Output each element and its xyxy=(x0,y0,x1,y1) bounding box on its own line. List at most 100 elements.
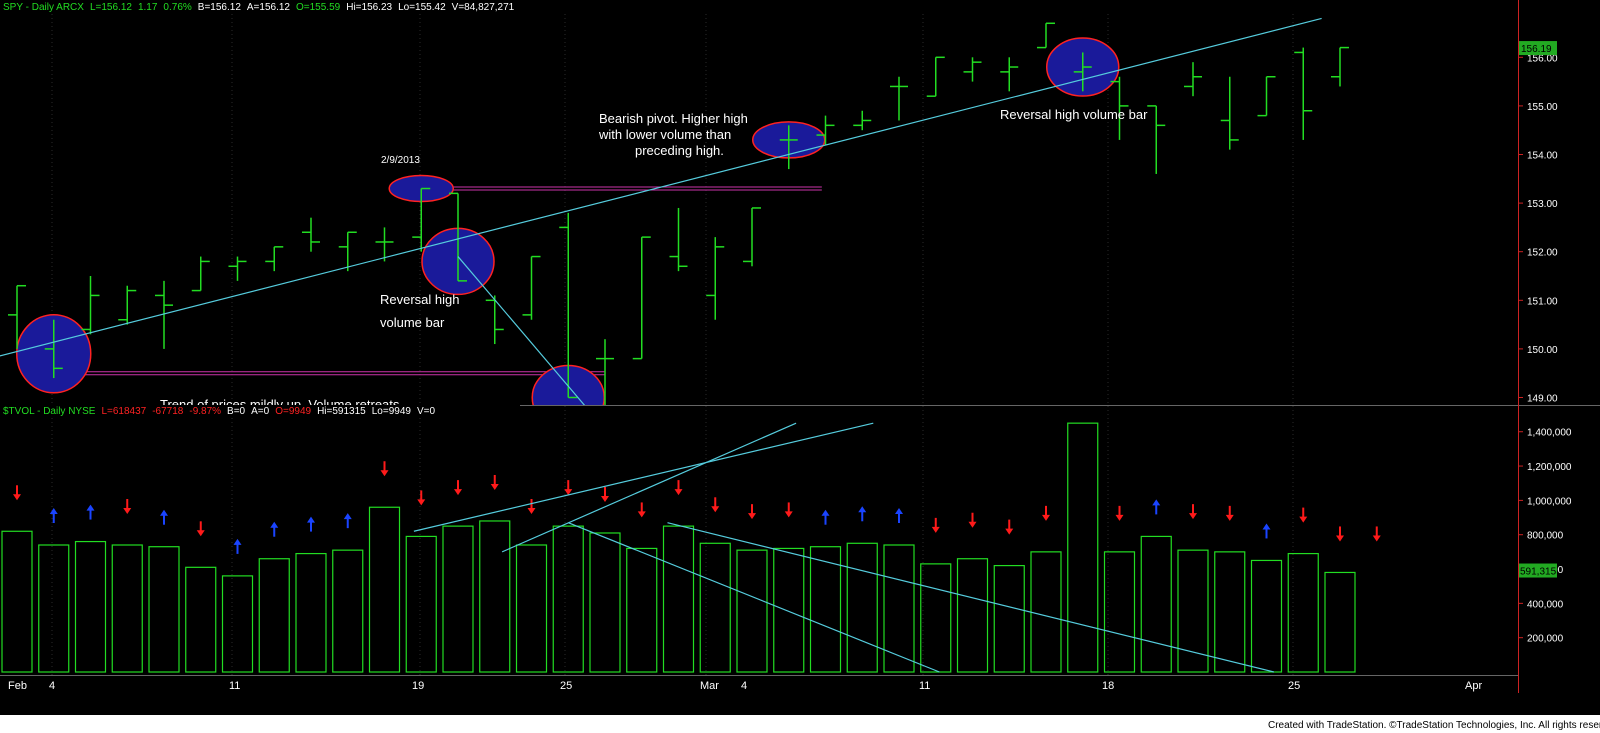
arrow-head xyxy=(1299,516,1308,523)
arrow-head xyxy=(1005,528,1014,535)
down-arrow-icon xyxy=(711,497,720,513)
footer-background xyxy=(0,715,1600,733)
volume-trendline xyxy=(501,422,797,553)
arrow-head xyxy=(564,489,573,496)
volume-ask: A=0 xyxy=(251,406,270,417)
volume-trendline xyxy=(667,522,1274,673)
volume-bar xyxy=(1177,549,1209,673)
volume-bar xyxy=(368,506,401,673)
up-arrow-icon xyxy=(49,508,58,523)
down-arrow-icon xyxy=(1005,519,1014,535)
down-arrow-icon xyxy=(380,461,389,477)
price-volume: V=84,827,271 xyxy=(451,2,515,13)
arrow-head xyxy=(270,521,279,528)
up-arrow-icon xyxy=(233,538,242,554)
volume-open: O=9949 xyxy=(275,406,312,417)
volume-bar xyxy=(479,520,511,673)
volume-bar xyxy=(111,544,143,673)
arrow-head xyxy=(711,506,720,513)
arrow-head xyxy=(748,513,756,520)
volume-bar xyxy=(405,535,437,673)
arrow-head xyxy=(86,504,95,511)
volume-bar xyxy=(1140,535,1172,673)
volume-high: Hi=591315 xyxy=(317,406,366,417)
arrow-head xyxy=(1262,523,1271,530)
annotation-trend-note: Trend of prices mildly up. Volume retrea… xyxy=(160,397,400,412)
volume-change: -67718 xyxy=(152,406,184,417)
volume-bar xyxy=(773,547,805,673)
volume-volume: V=0 xyxy=(416,406,436,417)
volume-symbol-label: $TVOL - Daily NYSE xyxy=(3,406,96,417)
arrow-head xyxy=(895,508,903,514)
volume-bar xyxy=(1,530,33,673)
price-high: Hi=156.23 xyxy=(346,2,393,13)
price-axis-tick-label: 155.00 xyxy=(1527,102,1558,113)
volume-panel-header: $TVOL - Daily NYSE L=618437 -67718 -9.87% B=… xyxy=(3,406,441,418)
price-header-band xyxy=(0,0,560,14)
down-arrow-icon xyxy=(637,502,646,518)
time-axis-label: 11 xyxy=(229,680,240,692)
annotation-bearish-1: Bearish pivot. Higher high xyxy=(599,111,748,126)
price-panel-header: SPY - Daily ARCX L=156.12 1.17 0.76% B=156.1… xyxy=(3,2,520,14)
volume-bar xyxy=(736,549,768,673)
down-arrow-icon xyxy=(564,480,573,496)
arrow-head xyxy=(343,513,352,520)
up-arrow-icon xyxy=(86,504,95,520)
volume-bar xyxy=(956,558,989,673)
arrow-head xyxy=(196,530,205,537)
price-change-pct: 0.76% xyxy=(163,2,192,13)
arrow-head xyxy=(968,521,977,528)
price-last-tag xyxy=(1519,41,1557,56)
price-last: L=156.12 xyxy=(89,2,132,13)
down-arrow-icon xyxy=(968,512,977,528)
time-axis-label: Feb xyxy=(8,680,27,692)
arrow-head xyxy=(601,495,609,502)
down-arrow-icon xyxy=(1372,526,1381,542)
down-arrow-icon xyxy=(931,517,940,533)
volume-header-band xyxy=(0,405,520,418)
footer-credit: Created with TradeStation. ©TradeStation… xyxy=(1268,720,1600,731)
arrow-head xyxy=(931,526,940,533)
volume-axis-tick-label: 200,000 xyxy=(1527,634,1564,645)
price-low: Lo=155.42 xyxy=(398,2,446,13)
volume-bar xyxy=(74,540,107,673)
volume-bar xyxy=(185,566,217,673)
price-trendline xyxy=(0,17,1322,357)
volume-last-tag-label: 591,315 xyxy=(1520,567,1557,578)
price-bid: B=156.12 xyxy=(197,2,241,13)
volume-bar xyxy=(920,563,952,673)
up-arrow-icon xyxy=(343,513,352,529)
arrow-head xyxy=(490,483,499,490)
down-arrow-icon xyxy=(674,480,683,496)
volume-bar xyxy=(846,542,878,673)
up-arrow-icon xyxy=(307,516,315,532)
down-arrow-icon xyxy=(527,499,536,514)
arrow-head xyxy=(233,538,242,545)
volume-change-pct: -9.87% xyxy=(189,406,222,417)
up-arrow-icon xyxy=(821,509,830,525)
volume-bar xyxy=(626,547,658,673)
volume-trendline xyxy=(413,422,874,532)
annotation-reversal-left-2: volume bar xyxy=(380,315,445,330)
price-axis-tick-label: 152.00 xyxy=(1527,248,1558,259)
volume-bar xyxy=(1324,571,1356,673)
up-arrow-icon xyxy=(160,509,168,525)
arrow-head xyxy=(1115,514,1124,521)
volume-bar xyxy=(809,546,842,673)
volume-bar xyxy=(1067,422,1099,673)
down-arrow-icon xyxy=(1225,505,1234,521)
arrow-head xyxy=(380,470,389,477)
price-trendline xyxy=(457,256,586,405)
volume-axis-tick-label: 1,000,000 xyxy=(1527,496,1572,507)
volume-bar xyxy=(589,532,621,673)
down-arrow-icon xyxy=(1336,526,1344,542)
arrow-head xyxy=(821,509,830,516)
volume-axis-tick-label: 400,000 xyxy=(1527,599,1564,610)
price-axis-tick-label: 156.00 xyxy=(1527,53,1558,64)
annotation-bearish-2: with lower volume than xyxy=(598,127,731,142)
down-arrow-icon xyxy=(490,474,499,490)
time-axis-label: 25 xyxy=(1288,680,1300,692)
arrow-head xyxy=(1372,535,1381,542)
